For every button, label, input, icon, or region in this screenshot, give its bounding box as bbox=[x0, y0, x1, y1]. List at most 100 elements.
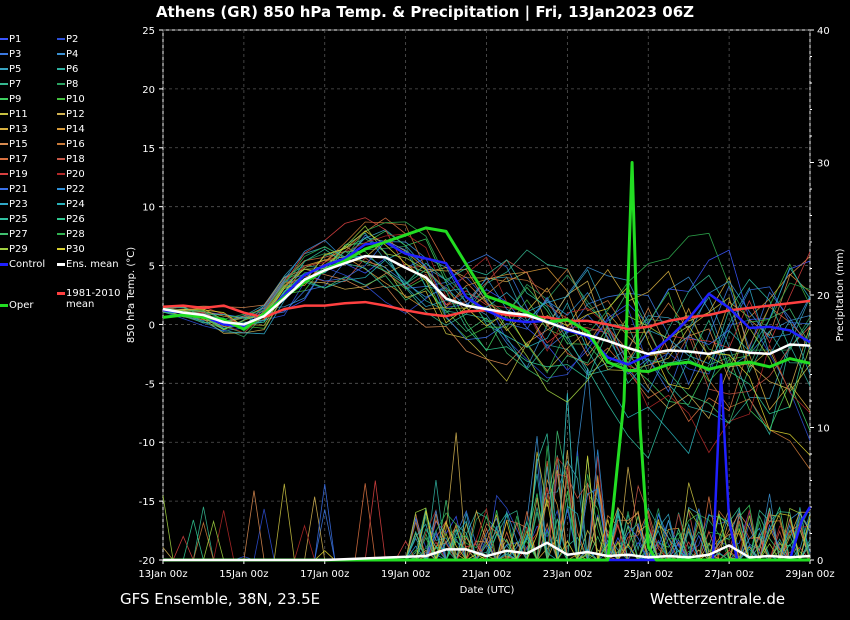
chart-title: Athens (GR) 850 hPa Temp. & Precipitatio… bbox=[156, 3, 694, 22]
legend-swatch bbox=[57, 203, 65, 205]
legend-label: P21 bbox=[9, 184, 28, 195]
legend-item-p21: P21 bbox=[0, 184, 28, 195]
legend-label-continued: mean bbox=[66, 299, 95, 310]
ensemble-member-line bbox=[162, 249, 811, 371]
precip-line-ens-mean bbox=[163, 541, 811, 562]
legend-swatch bbox=[0, 203, 8, 205]
legend-item-p12: P12 bbox=[57, 109, 85, 120]
ensemble-member-line bbox=[162, 250, 811, 415]
x-tick-label: 15Jan 00z bbox=[219, 569, 268, 580]
ensemble-member-line bbox=[162, 240, 811, 393]
legend-swatch bbox=[57, 248, 65, 250]
legend-label: P15 bbox=[9, 139, 28, 150]
legend-label: P6 bbox=[66, 64, 79, 75]
legend-item-p16: P16 bbox=[57, 139, 85, 150]
legend-swatch bbox=[0, 218, 8, 220]
legend-label: P16 bbox=[66, 139, 85, 150]
temperature-lines bbox=[162, 226, 811, 374]
legend-label: P17 bbox=[9, 154, 28, 165]
legend-swatch bbox=[0, 38, 8, 40]
legend-label: P13 bbox=[9, 124, 28, 135]
legend-label: P24 bbox=[66, 199, 85, 210]
legend-label: Control bbox=[9, 259, 46, 270]
legend-label: P23 bbox=[9, 199, 28, 210]
legend-label: P11 bbox=[9, 109, 28, 120]
legend-label: P28 bbox=[66, 229, 85, 240]
legend-item-p27: P27 bbox=[0, 229, 28, 240]
y2-tick-label: 30 bbox=[817, 159, 830, 170]
legend-item-p30: P30 bbox=[57, 244, 85, 255]
legend-swatch bbox=[0, 98, 8, 100]
x-tick-label: 17Jan 00z bbox=[300, 569, 349, 580]
legend-item-p17: P17 bbox=[0, 154, 28, 165]
legend-item-p3: P3 bbox=[0, 49, 21, 60]
legend-item-p19: P19 bbox=[0, 169, 28, 180]
x-axis-label: Date (UTC) bbox=[460, 585, 515, 596]
legend-label: Ens. mean bbox=[66, 259, 119, 270]
legend-label: P30 bbox=[66, 244, 85, 255]
legend-label: P2 bbox=[66, 34, 79, 45]
y2-axis-label: Precipitation (mm) bbox=[835, 248, 846, 341]
legend-item-p20: P20 bbox=[57, 169, 85, 180]
legend-label: P14 bbox=[66, 124, 85, 135]
legend-item-p28: P28 bbox=[57, 229, 85, 240]
legend-swatch bbox=[0, 173, 8, 175]
legend-label: P9 bbox=[9, 94, 22, 105]
legend-label: 1981-2010 bbox=[66, 288, 121, 299]
y-tick-label: 25 bbox=[142, 26, 155, 37]
legend-swatch bbox=[57, 233, 65, 235]
y2-tick-label: 40 bbox=[817, 26, 830, 37]
legend-swatch bbox=[57, 98, 65, 100]
legend-item-p9: P9 bbox=[0, 94, 21, 105]
x-axis-ticks: 13Jan 00z 15Jan 00z 17Jan 00z 19Jan 00z 21Ja… bbox=[138, 560, 835, 580]
y-tick-label: -10 bbox=[139, 438, 155, 449]
precip-line-oper bbox=[163, 161, 810, 562]
legend-item-p14: P14 bbox=[57, 124, 85, 135]
ensemble-member-line bbox=[162, 221, 811, 374]
ensemble-member-line bbox=[162, 217, 811, 423]
y-tick-label: 15 bbox=[142, 144, 155, 155]
x-tick-label: 21Jan 00z bbox=[462, 569, 511, 580]
legend-label: P12 bbox=[66, 109, 85, 120]
legend-item-p22: P22 bbox=[57, 184, 85, 195]
legend-label: P19 bbox=[9, 169, 28, 180]
legend-swatch bbox=[57, 291, 65, 295]
legend-label: P27 bbox=[9, 229, 28, 240]
temp-line-oper bbox=[162, 226, 811, 374]
legend-item-p25: P25 bbox=[0, 214, 28, 225]
legend-label: P4 bbox=[66, 49, 79, 60]
y2-tick-label: 0 bbox=[817, 556, 823, 567]
legend-label: P10 bbox=[66, 94, 85, 105]
legend-item-p23: P23 bbox=[0, 199, 28, 210]
legend-item-p13: P13 bbox=[0, 124, 28, 135]
legend-swatch bbox=[57, 83, 65, 85]
legend-label: P7 bbox=[9, 79, 22, 90]
legend-label: P18 bbox=[66, 154, 85, 165]
legend-item-p26: P26 bbox=[57, 214, 85, 225]
legend-swatch bbox=[0, 262, 8, 266]
legend-swatch bbox=[0, 248, 8, 250]
legend-label: P1 bbox=[9, 34, 22, 45]
legend-label: P26 bbox=[66, 214, 85, 225]
temp-line-ens-mean bbox=[162, 254, 811, 356]
legend-swatch bbox=[57, 218, 65, 220]
y-tick-label: -20 bbox=[139, 556, 155, 567]
ensemble-member-line bbox=[162, 233, 811, 454]
legend-label: P20 bbox=[66, 169, 85, 180]
legend-item-p15: P15 bbox=[0, 139, 28, 150]
legend-label: P5 bbox=[9, 64, 22, 75]
x-tick-label: 27Jan 00z bbox=[704, 569, 753, 580]
legend-label: P22 bbox=[66, 184, 85, 195]
legend-item-p4: P4 bbox=[57, 49, 78, 60]
legend-item-p2: P2 bbox=[57, 34, 78, 45]
legend-item-ens-mean: Ens. mean bbox=[57, 259, 119, 270]
y-tick-label: 10 bbox=[142, 203, 155, 214]
legend-label: P25 bbox=[9, 214, 28, 225]
legend-swatch bbox=[0, 303, 8, 307]
x-tick-label: 25Jan 00z bbox=[624, 569, 673, 580]
ensemble-member-line bbox=[162, 239, 811, 393]
legend-item-oper: Oper bbox=[0, 300, 33, 311]
y2-axis-ticks: 0 10 20 30 40 bbox=[810, 26, 830, 567]
legend-swatch bbox=[57, 262, 65, 266]
legend-item-p6: P6 bbox=[57, 64, 78, 75]
